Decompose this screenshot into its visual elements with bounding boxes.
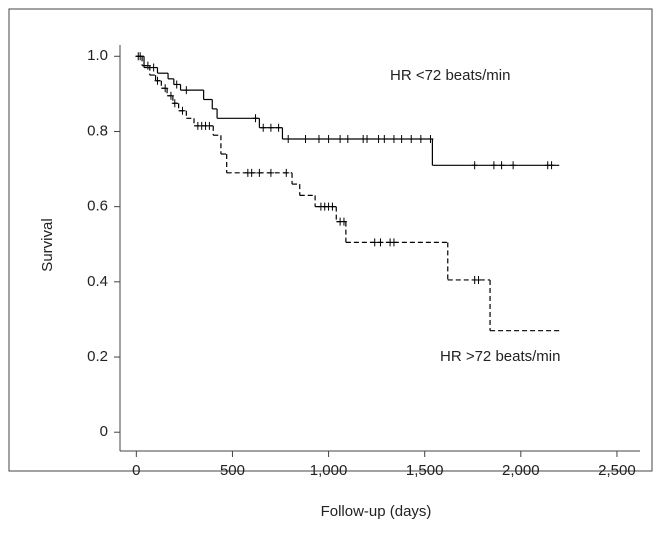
censor-mark <box>315 134 322 143</box>
censor-mark <box>364 134 371 143</box>
y-tick-label: 0 <box>100 423 108 440</box>
censor-mark <box>325 134 332 143</box>
y-tick-label: 1.0 <box>87 47 108 64</box>
y-tick-label: 0.2 <box>87 348 108 365</box>
censor-mark <box>179 106 186 115</box>
censor-mark <box>398 134 405 143</box>
censor-mark <box>329 202 336 211</box>
censor-mark <box>275 123 282 132</box>
censor-mark <box>471 161 478 170</box>
censor-mark <box>475 275 482 284</box>
y-axis-title: Survival <box>39 218 56 271</box>
censor-mark <box>340 217 347 226</box>
censor-mark <box>498 161 505 170</box>
frame <box>8 8 653 472</box>
censor-mark <box>283 168 290 177</box>
censor-mark <box>344 134 351 143</box>
censor-mark <box>490 161 497 170</box>
censor-mark <box>260 123 267 132</box>
x-tick-label: 500 <box>220 462 245 479</box>
censor-mark <box>162 84 169 93</box>
censor-mark <box>248 168 255 177</box>
x-tick-label: 1,500 <box>406 462 444 479</box>
y-tick-label: 0.6 <box>87 198 108 215</box>
x-tick-label: 0 <box>132 462 140 479</box>
x-tick-label: 1,000 <box>310 462 348 479</box>
censor-mark <box>337 134 344 143</box>
censor-mark <box>408 134 415 143</box>
censor-mark <box>206 121 213 130</box>
censor-mark <box>144 61 151 70</box>
censor-mark <box>171 99 178 108</box>
censor-mark <box>256 168 263 177</box>
censor-mark <box>150 63 157 72</box>
censor-mark <box>154 76 161 85</box>
censor-mark <box>371 238 378 247</box>
censor-mark <box>267 168 274 177</box>
censor-mark <box>377 238 384 247</box>
censor-mark <box>375 134 382 143</box>
censor-mark <box>302 134 309 143</box>
censor-mark <box>252 114 259 123</box>
x-tick-label: 2,000 <box>502 462 540 479</box>
censor-mark <box>510 161 517 170</box>
y-tick-label: 0.8 <box>87 122 108 139</box>
censor-mark <box>390 238 397 247</box>
censor-mark <box>381 134 388 143</box>
censor-mark <box>173 80 180 89</box>
x-axis-title: Follow-up (days) <box>321 503 432 520</box>
y-tick-label: 0.4 <box>87 273 108 290</box>
censor-mark <box>135 52 142 61</box>
censor-mark <box>167 91 174 100</box>
censor-mark <box>390 134 397 143</box>
censor-mark <box>417 134 424 143</box>
series-label: HR >72 beats/min <box>440 348 560 365</box>
series-label: HR <72 beats/min <box>390 67 510 84</box>
censor-mark <box>183 86 190 95</box>
censor-mark <box>267 123 274 132</box>
censor-mark <box>548 161 555 170</box>
censor-mark <box>285 134 292 143</box>
censor-mark <box>427 134 434 143</box>
x-tick-label: 2,500 <box>598 462 636 479</box>
